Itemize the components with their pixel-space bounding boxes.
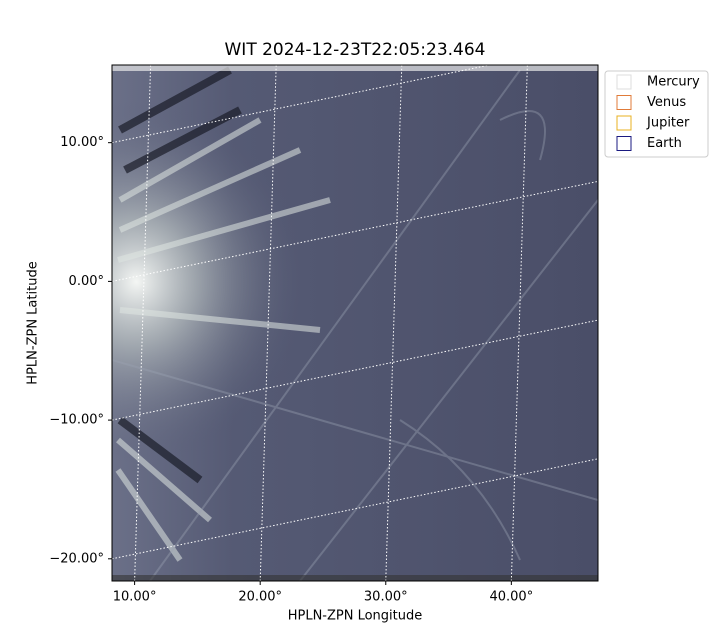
legend-label: Earth xyxy=(647,136,682,151)
legend-marker xyxy=(616,74,632,90)
x-tick-label: 20.00° xyxy=(238,590,282,605)
x-tick-label: 10.00° xyxy=(113,590,157,605)
x-axis-label: HPLN-ZPN Longitude xyxy=(288,609,423,624)
y-tick-label: 0.00° xyxy=(69,274,104,289)
legend-marker xyxy=(616,95,632,110)
grid-line xyxy=(112,319,598,421)
image xyxy=(112,65,598,581)
x-tick-label: 40.00° xyxy=(489,590,533,605)
frame xyxy=(111,64,599,582)
legend-label: Venus xyxy=(647,95,686,110)
y-axis-label: HPLN-ZPN Latitude xyxy=(26,261,41,384)
grid-line xyxy=(112,458,598,560)
legend-label: Mercury xyxy=(647,75,700,90)
y-tick-label: −20.00° xyxy=(49,551,104,566)
chart-title: WIT 2024-12-23T22:05:23.464 xyxy=(225,40,486,60)
y-tick-label: −10.00° xyxy=(49,413,104,428)
legend-label: Jupiter xyxy=(646,116,690,131)
x-tick-label: 30.00° xyxy=(364,590,408,605)
grid-line xyxy=(112,180,598,282)
legend: Mercury Venus Jupiter Earth xyxy=(604,70,709,158)
legend-marker xyxy=(616,115,632,131)
legend-marker xyxy=(616,136,632,151)
y-tick-label: 10.00° xyxy=(60,135,104,150)
